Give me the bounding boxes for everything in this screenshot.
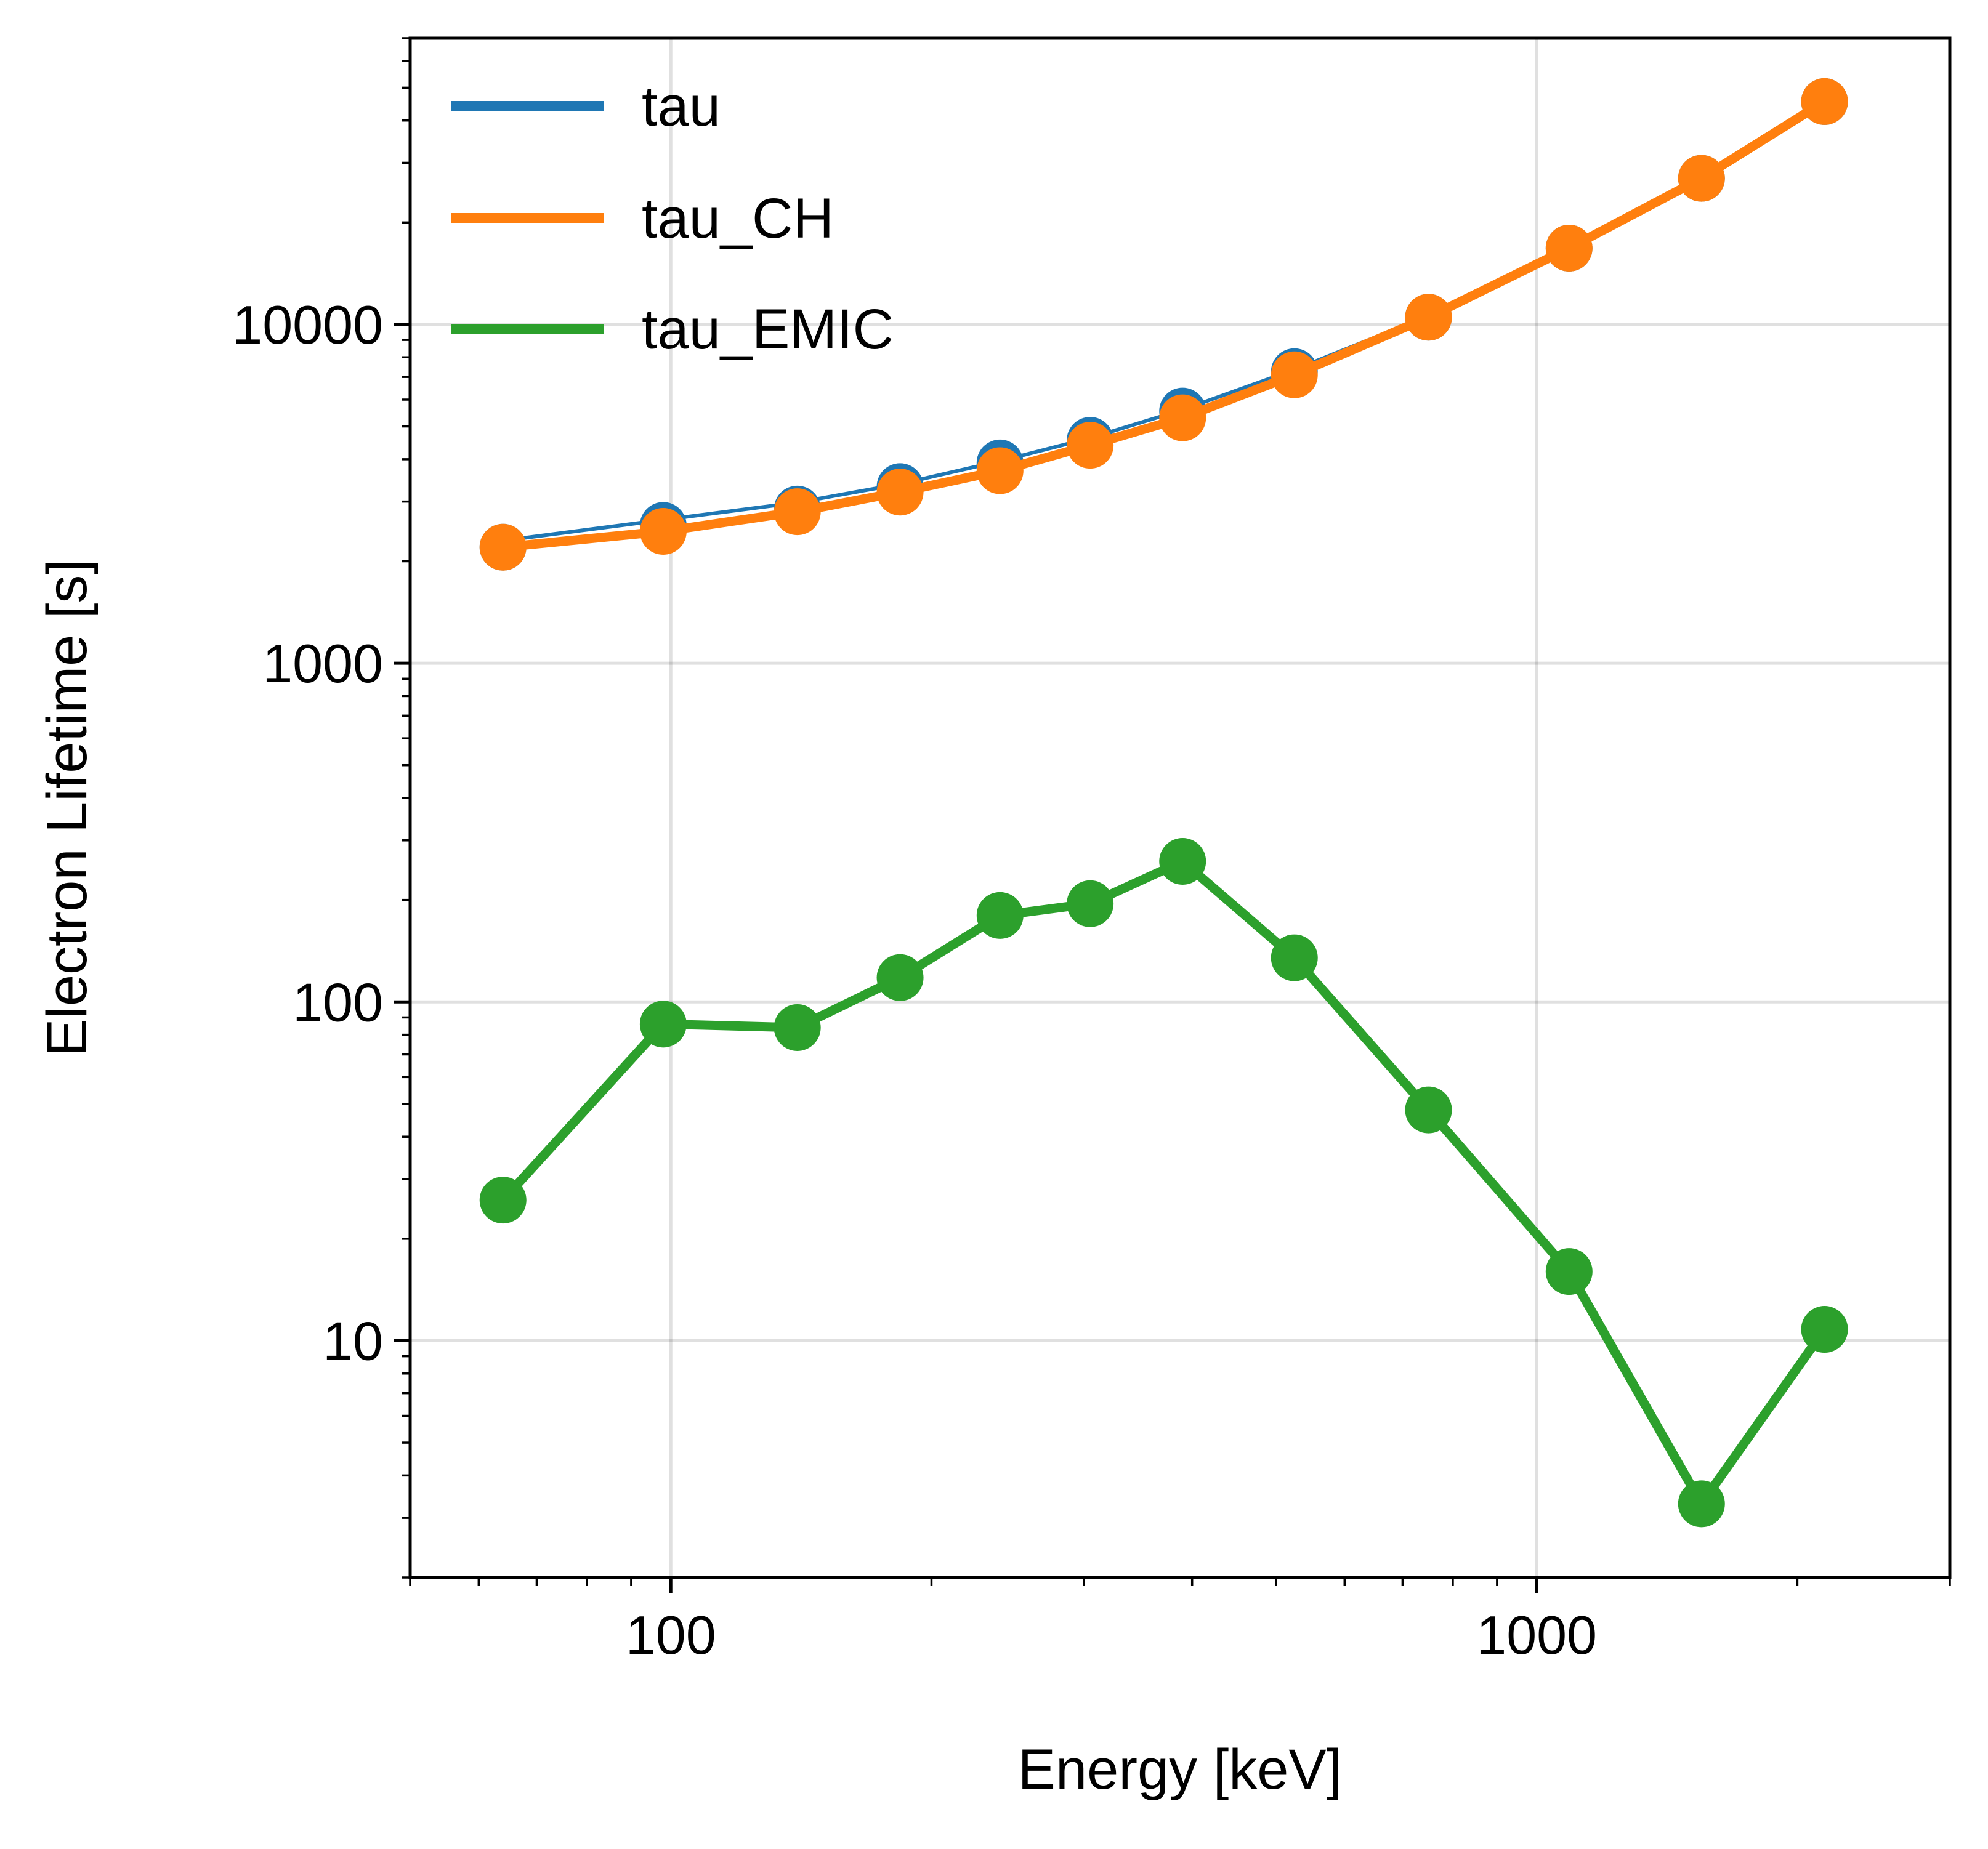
data-point-tau-ch xyxy=(639,508,687,555)
series xyxy=(479,78,1848,1528)
data-point-tau-emic xyxy=(1271,934,1318,981)
data-point-tau-emic xyxy=(876,954,924,1001)
legend-item-tau-emic: tau_EMIC xyxy=(451,298,894,361)
data-point-tau-ch xyxy=(1271,351,1318,398)
data-point-tau-ch xyxy=(876,469,924,516)
legend-label-tau-emic: tau_EMIC xyxy=(642,298,894,361)
data-point-tau-emic xyxy=(976,892,1024,939)
y-tick-label: 1000 xyxy=(262,633,383,694)
data-point-tau-emic xyxy=(1067,880,1114,927)
y-axis-title: Electron Lifetime [s] xyxy=(36,559,99,1057)
legend-label-tau-ch: tau_CH xyxy=(642,187,834,250)
legend-label-tau: tau xyxy=(642,75,721,138)
legend-item-tau-ch: tau_CH xyxy=(451,187,834,250)
data-point-tau-emic xyxy=(1678,1480,1725,1528)
y-tick-label: 100 xyxy=(293,972,383,1033)
data-point-tau-emic xyxy=(479,1177,527,1224)
data-point-tau-emic xyxy=(639,1001,687,1048)
data-point-tau-ch xyxy=(774,488,821,536)
tick-labels: 100 1000 10 100 1000 10000 xyxy=(232,294,1597,1666)
ticks xyxy=(394,37,1951,1593)
x-axis-title: Energy [keV] xyxy=(1018,1738,1343,1801)
data-point-tau-emic xyxy=(1159,837,1206,885)
data-point-tau-emic xyxy=(1545,1248,1593,1295)
data-point-tau-ch xyxy=(1067,422,1114,469)
data-point-tau-ch xyxy=(1159,394,1206,441)
data-point-tau-ch xyxy=(1545,224,1593,272)
x-tick-label: 100 xyxy=(626,1605,716,1666)
data-point-tau-emic xyxy=(1405,1086,1452,1134)
legend-item-tau: tau xyxy=(451,75,721,138)
x-tick-label: 1000 xyxy=(1476,1605,1597,1666)
data-point-tau-emic xyxy=(774,1004,821,1051)
legend: tau tau_CH tau_EMIC xyxy=(451,75,894,361)
plot-frame xyxy=(408,36,1952,1579)
data-point-tau-ch xyxy=(1801,78,1848,125)
data-point-tau-ch xyxy=(1405,294,1452,341)
series-tau-ch xyxy=(479,78,1848,571)
data-point-tau-ch xyxy=(976,447,1024,494)
data-point-tau-ch xyxy=(479,523,527,571)
y-tick-label: 10 xyxy=(323,1310,383,1371)
data-point-tau-ch xyxy=(1678,155,1725,202)
data-point-tau-emic xyxy=(1801,1306,1848,1353)
series-tau-emic xyxy=(479,837,1848,1528)
y-tick-label: 10000 xyxy=(232,294,383,355)
